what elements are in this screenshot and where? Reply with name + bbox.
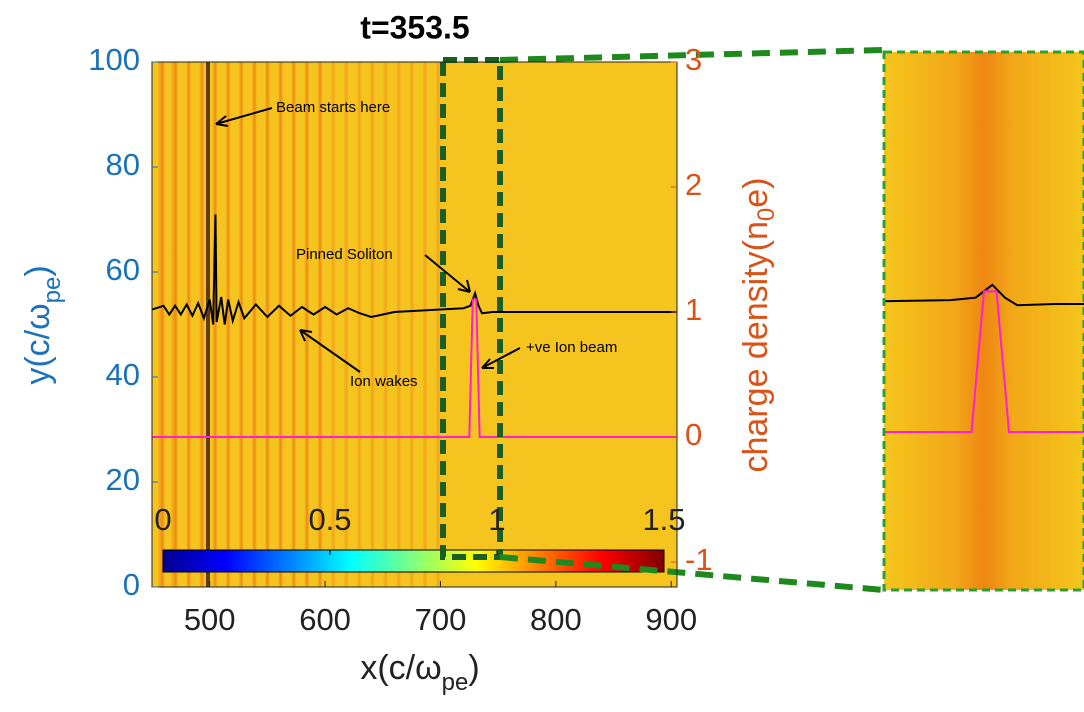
zoom-box — [440, 57, 503, 560]
zoom-connector — [499, 554, 885, 593]
inset-background — [884, 52, 1084, 590]
y-tick-label: 40 — [106, 357, 140, 392]
x-label-main: x(c/ω — [360, 649, 441, 687]
inset-frame — [882, 50, 1084, 592]
annotation: +ve Ion beam — [526, 339, 617, 356]
chart-title: t=353.5 — [360, 9, 469, 45]
x-tick-label: 700 — [415, 602, 467, 637]
y-label-end: ) — [19, 265, 57, 276]
inset-series-line — [884, 283, 1084, 307]
series-line — [152, 214, 677, 325]
inset-curves — [884, 283, 1084, 433]
y-tick-label: 80 — [106, 147, 140, 182]
y2-tick-label: 0 — [685, 417, 702, 452]
y2-label-end: e) — [737, 178, 775, 208]
y-label-main: y(c/ω — [19, 303, 57, 384]
plot-background — [152, 62, 677, 587]
curves — [152, 214, 677, 438]
colorbar-tick-label: 1.5 — [642, 502, 685, 537]
y2-label-sub: 0 — [753, 208, 780, 221]
x-label-end: ) — [468, 649, 479, 687]
colorbar-tick-label: 1 — [488, 502, 505, 537]
annotation-arrows — [215, 107, 521, 373]
y-axis-label: y(c/ωpe) — [19, 265, 66, 384]
annotation: Beam starts here — [276, 99, 390, 116]
zoom-connector — [499, 47, 885, 63]
colorbar — [162, 549, 665, 573]
x-tick-label: 600 — [299, 602, 351, 637]
y-tick-label: 100 — [88, 42, 140, 77]
y2-tick-label: 2 — [685, 167, 702, 202]
series-line — [152, 298, 677, 438]
colorbar-tick-label: 0 — [154, 502, 171, 537]
x-tick-label: 900 — [645, 602, 697, 637]
inset-series-line — [884, 290, 1084, 433]
y2-label-main: charge density(n — [737, 221, 775, 472]
y-label-sub: pe — [39, 277, 66, 304]
y-tick-label: 0 — [123, 567, 140, 602]
x-tick-label: 800 — [530, 602, 582, 637]
plot-frame — [151, 61, 678, 588]
x-tick-label: 500 — [184, 602, 236, 637]
x-label-sub: pe — [442, 669, 469, 696]
y2-tick-label: 1 — [685, 292, 702, 327]
beam-stripe — [206, 62, 210, 587]
y2-tick-label: 3 — [685, 42, 702, 77]
annotation: Ion wakes — [350, 373, 418, 390]
x-axis-label: x(c/ωpe) — [360, 649, 479, 696]
annotation: Pinned Soliton — [296, 246, 393, 263]
y-tick-label: 20 — [106, 462, 140, 497]
y2-axis-label: charge density(n0e) — [737, 178, 780, 473]
y-tick-label: 60 — [106, 252, 140, 287]
y2-tick-label: -1 — [685, 542, 713, 577]
colorbar-tick-label: 0.5 — [308, 502, 351, 537]
